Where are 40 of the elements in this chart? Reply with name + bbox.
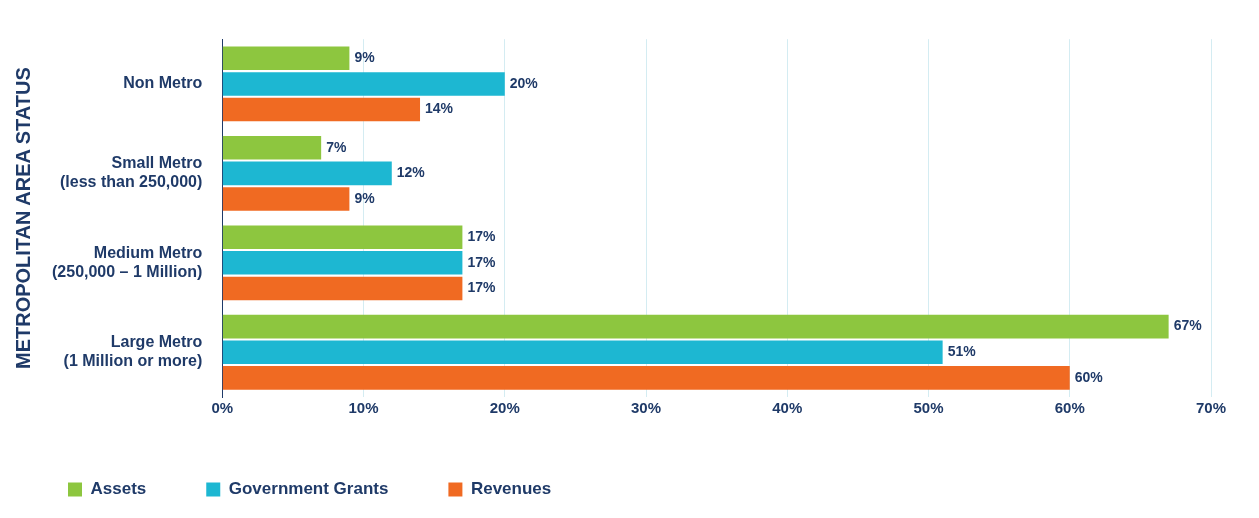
data-label: 14% [425, 100, 454, 117]
bar [222, 72, 505, 96]
bar [222, 314, 1169, 339]
bar [222, 276, 463, 301]
x-tick-label: 30% [631, 399, 662, 417]
legend-label: Assets [90, 479, 147, 499]
y-tick-label: Large Metro (1 Million or more) [63, 333, 203, 370]
data-label: 67% [1173, 317, 1203, 334]
bar [222, 46, 350, 71]
data-label: 20% [509, 74, 539, 91]
x-tick-label: 60% [1054, 399, 1085, 417]
data-label: 7% [326, 138, 347, 155]
data-label: 60% [1074, 368, 1104, 385]
data-label: 9% [354, 49, 376, 66]
y-axis-title: METROPOLITAN AREA STATUS [11, 67, 34, 370]
x-tick-label: 0% [211, 399, 234, 417]
data-label: 17% [467, 228, 496, 245]
data-label: 9% [354, 189, 376, 206]
x-tick-label: 10% [348, 399, 379, 417]
y-tick-label: Medium Metro (250,000 – 1 Million) [52, 243, 203, 280]
y-tick-label: Non Metro [123, 74, 203, 92]
legend-label: Revenues [470, 479, 552, 499]
bar [222, 97, 421, 122]
data-label: 12% [396, 164, 426, 181]
y-tick-label: Small Metro (less than 250,000) [59, 154, 203, 191]
data-label: 17% [467, 253, 496, 270]
bar [222, 187, 350, 211]
bar [222, 251, 463, 275]
x-tick-label: 40% [772, 399, 803, 417]
bar [222, 340, 943, 365]
legend-label: Government Grants [228, 479, 389, 499]
bar [222, 161, 392, 186]
data-label: 17% [467, 279, 496, 296]
bar [222, 366, 1070, 390]
x-tick-label: 20% [489, 399, 520, 417]
bar [222, 135, 322, 160]
x-tick-label: 70% [1195, 399, 1227, 417]
data-label: 51% [947, 343, 977, 360]
x-tick-label: 50% [913, 399, 944, 417]
bar [222, 225, 463, 249]
